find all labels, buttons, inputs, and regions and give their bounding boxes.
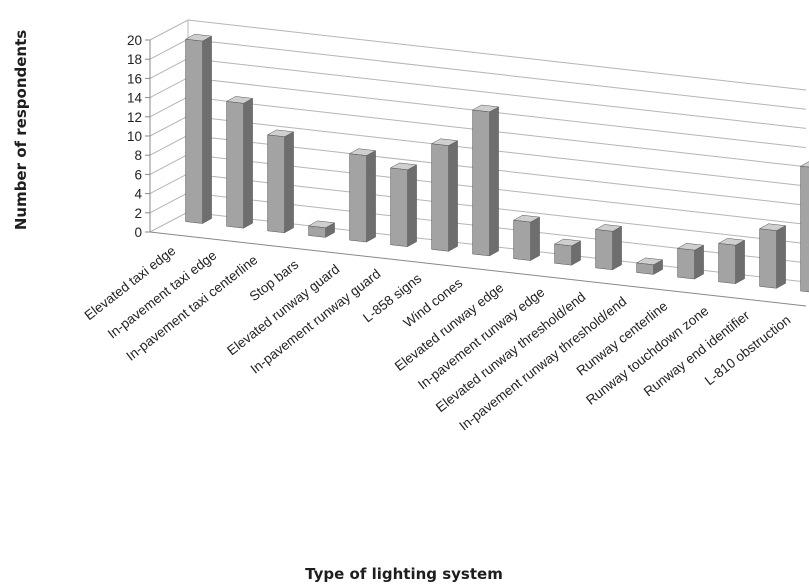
bar bbox=[553, 238, 582, 266]
bar-side bbox=[735, 239, 745, 285]
y-tick-label: 6 bbox=[134, 167, 142, 182]
bar-side bbox=[489, 106, 499, 257]
bar-side bbox=[407, 164, 417, 248]
bar-top bbox=[799, 161, 809, 168]
y-tick-label: 4 bbox=[134, 187, 142, 202]
bar bbox=[348, 148, 377, 243]
y-tick-label: 18 bbox=[127, 52, 142, 67]
floor-front-edge bbox=[149, 231, 807, 307]
bar bbox=[307, 220, 336, 238]
y-axis-title: Number of respondents bbox=[12, 30, 30, 230]
bar-front bbox=[267, 134, 285, 234]
bar-side bbox=[776, 225, 786, 289]
bar-front bbox=[554, 243, 572, 266]
bar bbox=[635, 257, 664, 275]
bar-front bbox=[595, 229, 613, 271]
y-tick-label: 8 bbox=[134, 148, 142, 163]
bar-side bbox=[366, 150, 376, 243]
bar-front bbox=[636, 262, 654, 275]
bar-front bbox=[390, 167, 408, 247]
y-tick-labels: 0 2 4 6 8 10 12 14 16 18 20 bbox=[127, 33, 143, 240]
y-tick-label: 2 bbox=[134, 206, 142, 221]
bar-front bbox=[513, 219, 531, 261]
chart-floor bbox=[149, 231, 807, 307]
bar-side bbox=[448, 140, 458, 252]
bars bbox=[184, 33, 809, 293]
x-axis-title: Type of lighting system bbox=[305, 565, 503, 583]
bar-side bbox=[530, 216, 540, 261]
y-tick-label: 0 bbox=[134, 225, 142, 240]
bar bbox=[676, 243, 705, 280]
bar-front bbox=[185, 38, 203, 224]
bar-front bbox=[472, 109, 490, 257]
bar-side bbox=[694, 244, 704, 280]
bar-front bbox=[759, 228, 777, 289]
y-tick-label: 10 bbox=[127, 129, 142, 144]
bar-side bbox=[202, 35, 212, 224]
bar bbox=[717, 238, 746, 285]
bar-front bbox=[308, 225, 326, 238]
bar-side bbox=[284, 131, 294, 234]
y-tick-label: 14 bbox=[127, 91, 143, 106]
bar bbox=[799, 161, 809, 293]
bar-front bbox=[718, 243, 736, 284]
bar-front bbox=[800, 165, 809, 293]
bar bbox=[594, 224, 623, 271]
bar bbox=[471, 104, 500, 257]
bar-front bbox=[226, 101, 244, 229]
y-tick-label: 12 bbox=[127, 110, 142, 125]
y-axis bbox=[145, 39, 151, 233]
bar bbox=[389, 162, 418, 248]
y-tick-label: 16 bbox=[127, 71, 142, 86]
bar-side bbox=[243, 97, 253, 229]
bar bbox=[225, 96, 254, 229]
gridline bbox=[149, 19, 807, 91]
bar-front bbox=[677, 248, 695, 280]
bar bbox=[758, 223, 787, 289]
bar bbox=[430, 138, 459, 252]
bar bbox=[184, 33, 213, 224]
y-tick-label: 20 bbox=[127, 33, 142, 48]
bar-front bbox=[349, 153, 367, 243]
bar-side bbox=[612, 225, 622, 271]
category-label: L-810 obstruction bbox=[702, 312, 793, 388]
bar-front bbox=[431, 143, 449, 252]
bar bbox=[512, 214, 541, 261]
bar bbox=[266, 129, 295, 234]
